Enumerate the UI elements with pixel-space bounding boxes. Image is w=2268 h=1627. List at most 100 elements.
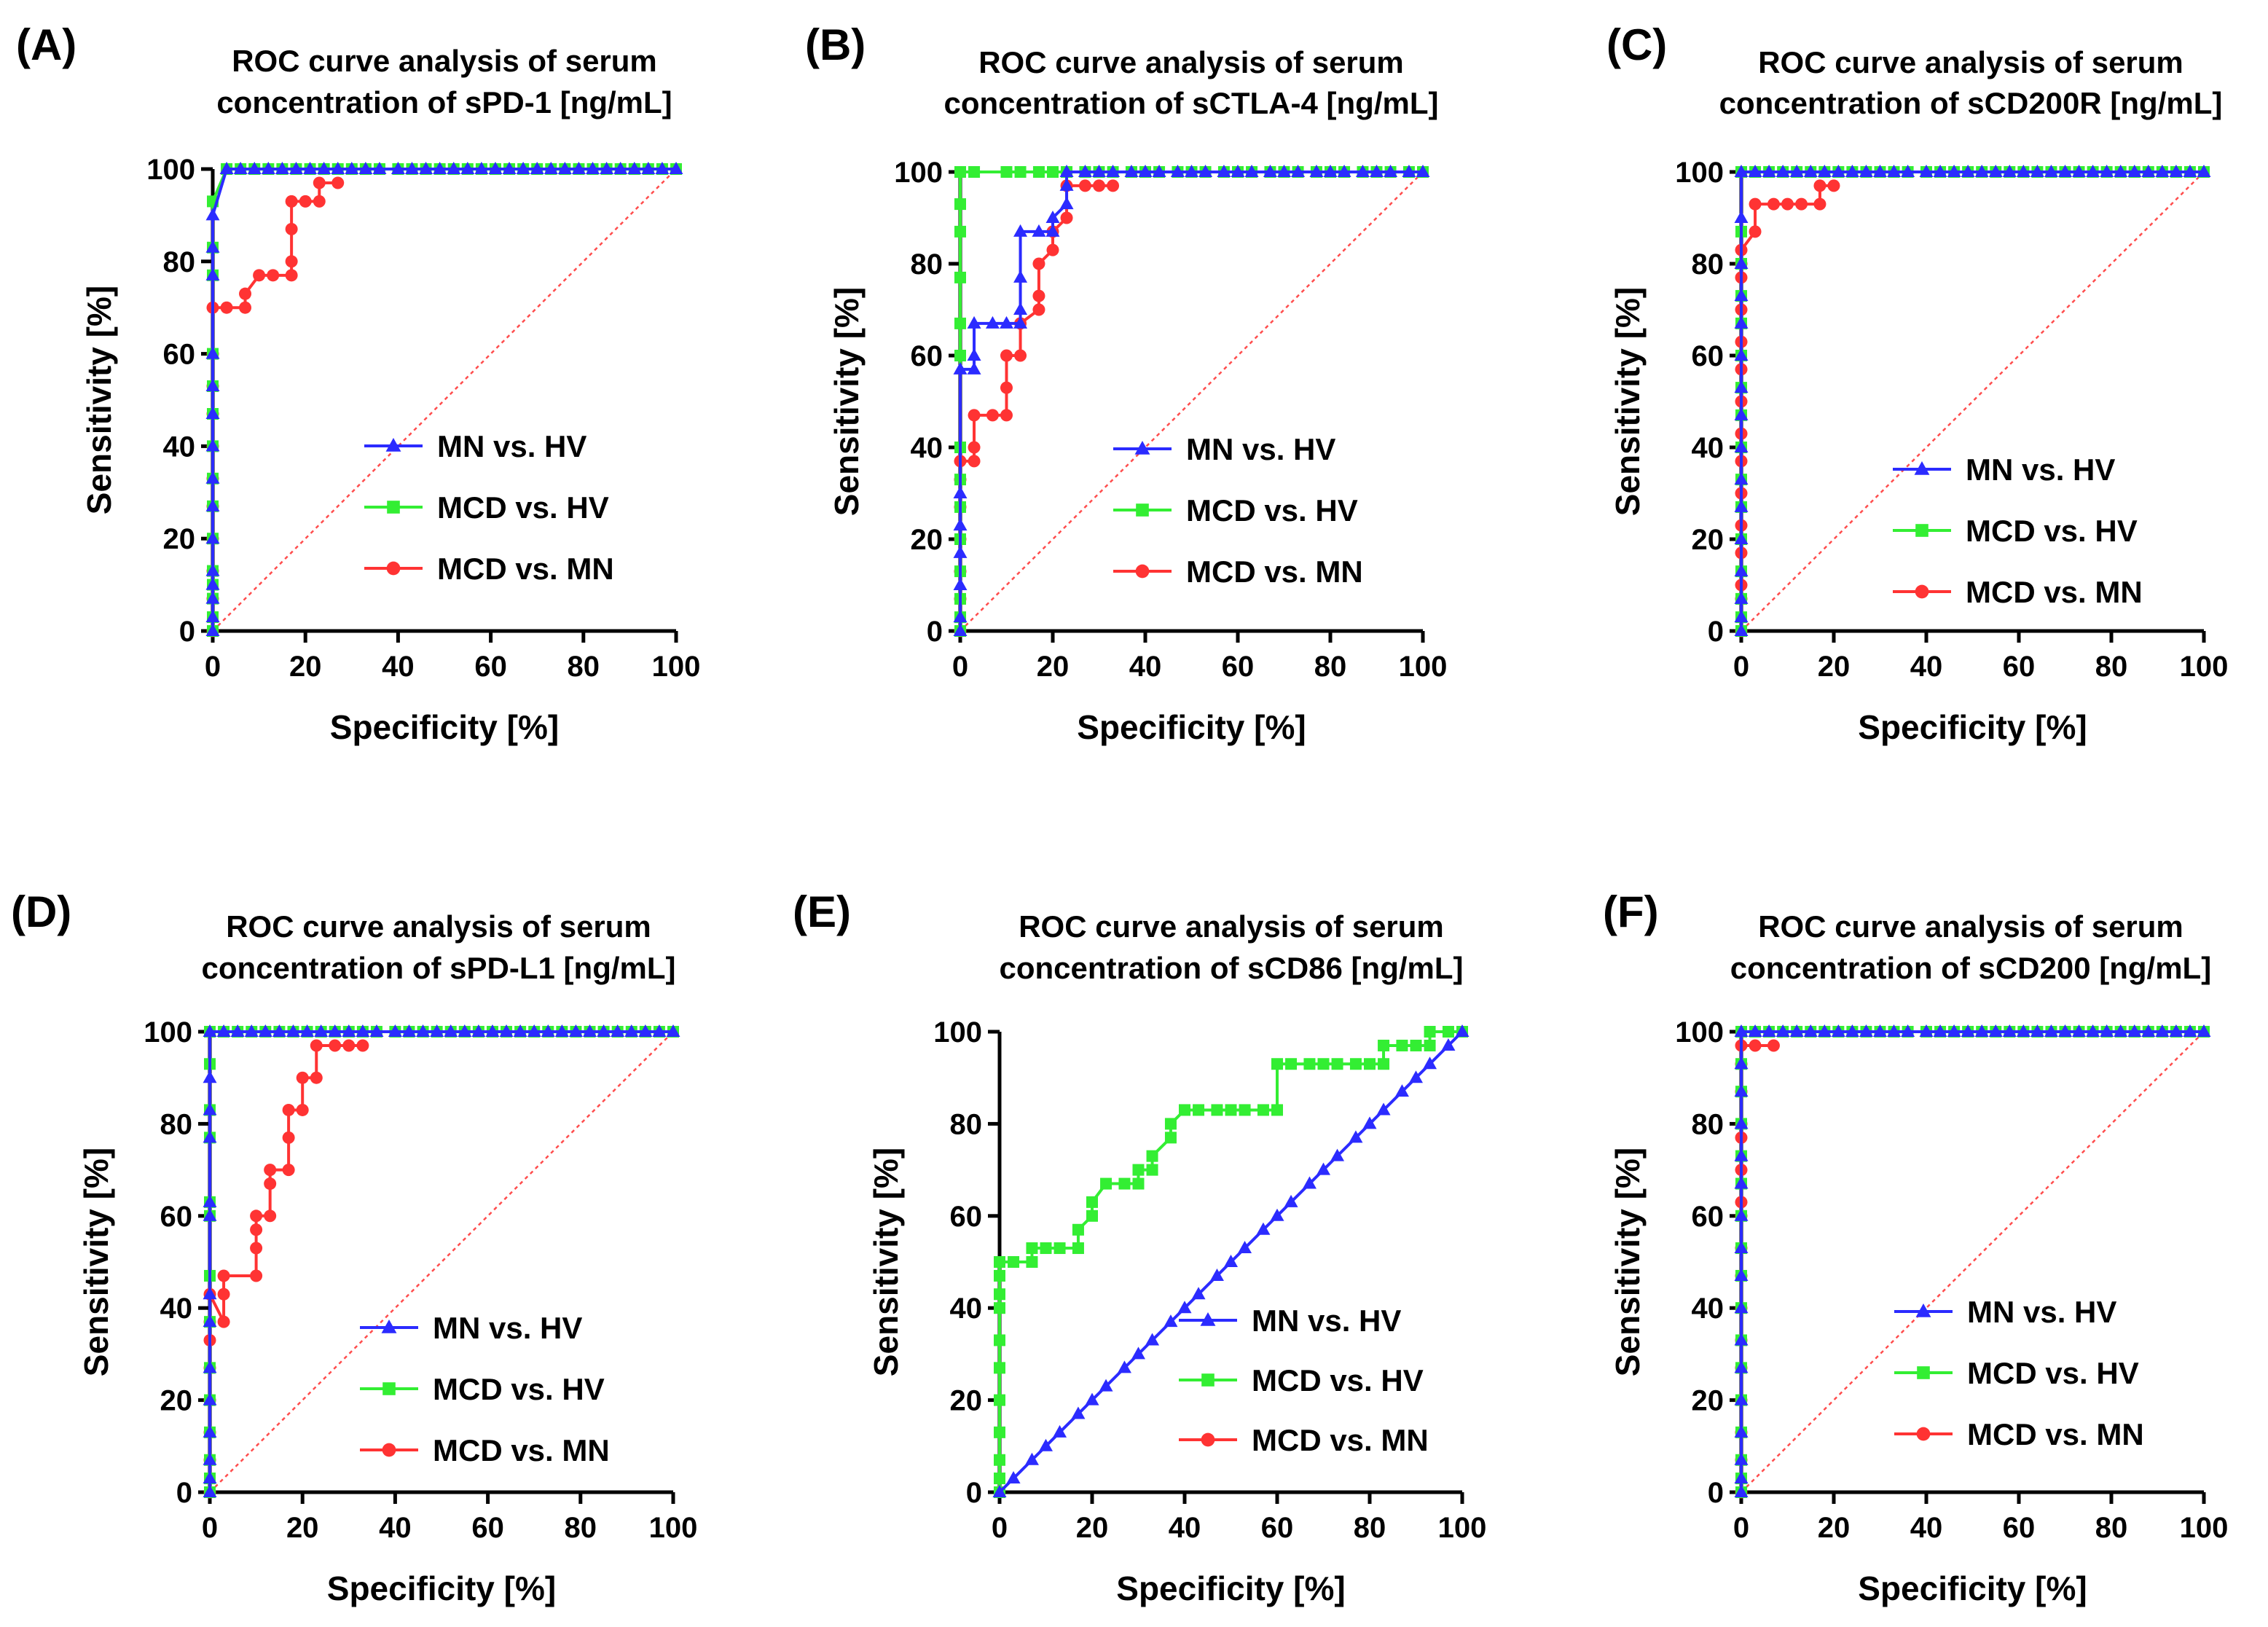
data-point-triangle <box>638 1024 653 1037</box>
data-point-triangle <box>641 162 656 174</box>
data-point-triangle <box>967 348 981 361</box>
data-point-triangle <box>471 1024 486 1037</box>
data-point-triangle <box>953 361 968 375</box>
y-tick-label: 100 <box>146 154 195 186</box>
data-point-triangle <box>300 1024 315 1037</box>
data-point-square <box>1014 166 1027 178</box>
data-point-square <box>994 1473 1005 1485</box>
data-point-triangle <box>1803 1024 1818 1037</box>
y-tick-label: 100 <box>144 1016 192 1048</box>
y-tick-label: 60 <box>160 1201 193 1233</box>
legend-item: MCD vs. HV <box>1893 514 2138 548</box>
data-point-triangle <box>1734 211 1749 223</box>
data-point-triangle <box>286 1024 300 1037</box>
data-point-triangle <box>203 1314 217 1328</box>
chart-title-line: concentration of sCD86 [ng/mL] <box>999 951 1463 985</box>
data-point-triangle <box>205 609 220 622</box>
data-point-circle <box>282 1103 295 1116</box>
data-point-triangle <box>2141 1024 2156 1037</box>
data-point-circle <box>285 269 298 282</box>
legend-marker-triangle <box>1134 441 1150 455</box>
data-point-triangle <box>275 162 289 174</box>
y-tick-label: 20 <box>1692 524 1724 556</box>
chart-title-line: ROC curve analysis of serum <box>226 909 651 944</box>
data-point-triangle <box>1231 165 1245 177</box>
chart-title-line: ROC curve analysis of serum <box>1758 45 2183 79</box>
data-point-triangle <box>203 1471 217 1484</box>
data-point-circle <box>299 195 312 208</box>
x-axis-label: Specificity [%] <box>1116 1569 1345 1607</box>
data-point-triangle <box>1734 1268 1749 1281</box>
data-point-square <box>1424 1039 1436 1051</box>
data-point-triangle <box>513 1024 527 1037</box>
data-point-triangle <box>317 162 331 174</box>
legend-item: MN vs. HV <box>1113 432 1335 466</box>
data-point-circle <box>296 1071 309 1084</box>
data-point-triangle <box>1734 315 1749 329</box>
legend-item: MN vs. HV <box>1894 1295 2116 1329</box>
data-point-triangle <box>1059 197 1074 210</box>
panel-1: (B) ROC curve analysis of serum concentrat… <box>805 20 1447 746</box>
data-point-square <box>954 271 966 283</box>
data-point-triangle <box>1409 1070 1423 1083</box>
chart-title-line: concentration of sCD200 [ng/mL] <box>1730 951 2211 985</box>
data-point-triangle <box>2197 165 2211 177</box>
data-point-circle <box>250 1223 263 1236</box>
data-point-circle <box>285 195 298 208</box>
data-point-triangle <box>1919 165 1934 177</box>
data-point-triangle <box>203 1024 217 1037</box>
data-point-square <box>1331 1058 1343 1070</box>
data-point-circle <box>267 269 280 282</box>
data-point-triangle <box>624 1024 639 1037</box>
data-point-triangle <box>544 162 558 174</box>
data-point-triangle <box>1256 1222 1271 1235</box>
y-tick-label: 100 <box>933 1016 982 1048</box>
data-point-square <box>994 1256 1005 1268</box>
data-point-triangle <box>356 1024 370 1037</box>
data-point-triangle <box>303 162 318 174</box>
data-point-triangle <box>1734 624 1749 636</box>
data-point-triangle <box>502 162 517 174</box>
x-tick-label: 60 <box>1261 1512 1294 1544</box>
data-point-square <box>1225 1104 1237 1116</box>
data-point-triangle <box>1013 302 1028 315</box>
data-point-triangle <box>1974 165 1989 177</box>
data-point-triangle <box>1224 1255 1238 1267</box>
data-point-triangle <box>1988 1024 2003 1037</box>
data-point-circle <box>329 1039 342 1052</box>
y-tick-label: 80 <box>1692 248 1724 281</box>
x-axis-label: Specificity [%] <box>327 1569 556 1607</box>
data-point-triangle <box>203 1194 217 1207</box>
chart-title-line: ROC curve analysis of serum <box>1019 909 1444 944</box>
legend-marker-circle <box>1915 584 1929 599</box>
y-tick-label: 20 <box>950 1385 983 1417</box>
data-point-triangle <box>1974 1024 1989 1037</box>
legend-label: MCD vs. HV <box>1967 1356 2139 1390</box>
data-point-circle <box>1014 349 1027 362</box>
x-tick-label: 0 <box>952 651 968 683</box>
data-point-triangle <box>345 162 359 174</box>
y-tick-label: 40 <box>160 1293 193 1325</box>
data-point-triangle <box>205 208 220 221</box>
data-point-triangle <box>203 1360 217 1373</box>
legend-label: MCD vs. HV <box>1252 1363 1424 1397</box>
x-tick-label: 80 <box>565 1512 597 1544</box>
data-point-circle <box>1060 211 1073 224</box>
data-point-triangle <box>1734 289 1749 302</box>
data-point-square <box>1072 1242 1084 1255</box>
panel-0: (A) ROC curve analysis of serum concentrat… <box>16 20 700 746</box>
data-point-triangle <box>2044 165 2058 177</box>
data-point-square <box>994 1394 1005 1406</box>
data-point-triangle <box>1901 165 1915 177</box>
chart-title-line: ROC curve analysis of serum <box>232 44 657 78</box>
data-point-triangle <box>247 162 262 174</box>
data-point-square <box>968 166 981 178</box>
legend-marker-square <box>382 1382 396 1395</box>
y-tick-label: 60 <box>911 340 943 372</box>
y-tick-label: 0 <box>1708 616 1724 648</box>
data-point-triangle <box>205 531 220 544</box>
data-point-triangle <box>1217 165 1231 177</box>
panel-label: (E) <box>793 887 851 936</box>
data-point-triangle <box>2086 165 2100 177</box>
data-point-triangle <box>1071 1406 1086 1419</box>
